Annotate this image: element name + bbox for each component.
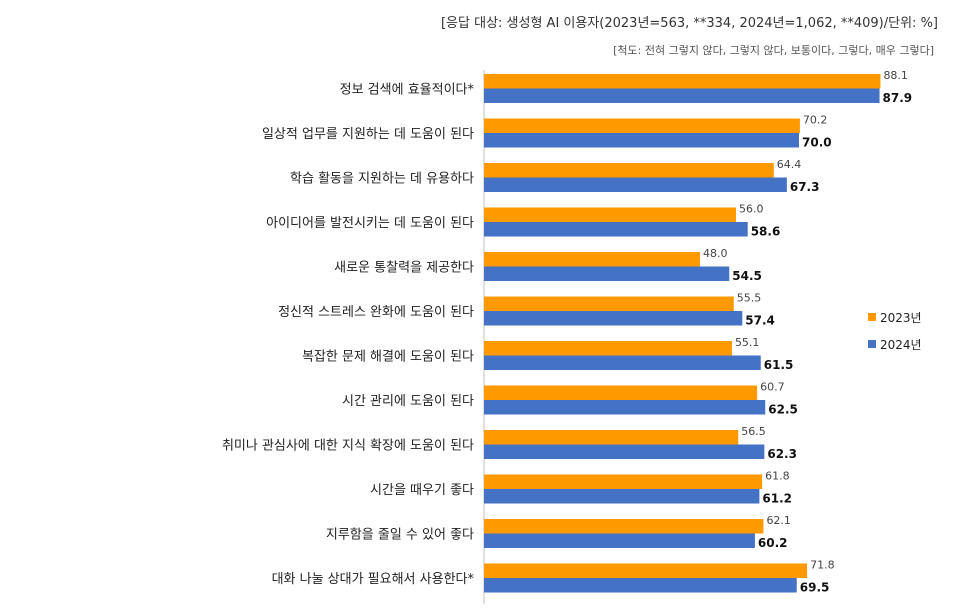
data-label-2023: 55.5: [737, 292, 762, 305]
data-label-2023: 60.7: [760, 381, 785, 394]
legend: 2023년 2024년: [868, 311, 922, 352]
bar-2024: [484, 177, 787, 192]
bar-2023: [484, 430, 739, 445]
bar-2023: [484, 163, 774, 178]
data-label-2024: 57.4: [745, 314, 775, 328]
bar-2024: [484, 489, 760, 504]
bar-2024: [484, 311, 743, 326]
bar-2024: [484, 88, 880, 103]
bar-2024: [484, 355, 761, 370]
category-label: 시간 관리에 도움이 된다: [342, 394, 474, 409]
data-label-2024: 62.5: [768, 403, 798, 417]
bar-2023: [484, 296, 734, 311]
data-label-2023: 61.8: [765, 470, 790, 483]
bar-2024: [484, 400, 766, 415]
data-label-2024: 58.6: [751, 225, 781, 239]
chart-note: [응답 대상: 생성형 AI 이용자(2023년=563, **334, 202…: [440, 16, 938, 31]
bar-2024: [484, 533, 755, 548]
bar-2023: [484, 207, 736, 222]
bar-2023: [484, 74, 881, 89]
category-label: 지루함을 줄일 수 있어 좋다: [326, 528, 474, 543]
data-label-2024: 67.3: [790, 180, 820, 194]
bar-2023: [484, 118, 800, 133]
data-label-2024: 62.3: [767, 447, 797, 461]
data-label-2024: 60.2: [758, 536, 788, 550]
bars-group: 정보 검색에 효율적이다* 88.1 87.9 일상적 업무를 지원하는 데 도움이 …: [222, 69, 912, 595]
chart-scale-note: [척도: 전혀 그렇지 않다, 그렇지 않다, 보통이다, 그렇다, 매우 그렇…: [613, 44, 934, 57]
data-label-2024: 70.0: [802, 136, 832, 150]
data-label-2024: 69.5: [800, 581, 830, 595]
data-label-2023: 62.1: [766, 514, 791, 527]
category-label: 시간을 때우기 좋다: [370, 483, 474, 498]
category-label: 복잡한 문제 해결에 도움이 된다: [302, 350, 474, 365]
data-label-2024: 54.5: [732, 269, 762, 283]
data-label-2023: 56.5: [741, 425, 766, 438]
data-label-2023: 64.4: [777, 158, 802, 171]
category-label: 아이디어를 발전시키는 데 도움이 된다: [266, 216, 474, 231]
legend-swatch: [868, 313, 876, 321]
data-label-2023: 88.1: [883, 69, 908, 82]
bar-2024: [484, 222, 748, 237]
category-label: 새로운 통찰력을 제공한다: [334, 261, 474, 276]
legend-label: 2024년: [880, 338, 922, 352]
bar-2023: [484, 519, 764, 534]
data-label-2024: 61.5: [764, 358, 794, 372]
data-label-2024: 61.2: [762, 492, 792, 506]
data-label-2023: 48.0: [703, 247, 728, 260]
data-label-2023: 71.8: [810, 559, 835, 572]
bar-2024: [484, 133, 799, 148]
legend-swatch: [868, 340, 876, 348]
category-label: 정신적 스트레스 완화에 도움이 된다: [278, 305, 474, 320]
data-label-2024: 87.9: [883, 91, 913, 105]
bar-2024: [484, 578, 797, 593]
category-label: 대화 나눌 상대가 필요해서 사용한다*: [272, 572, 475, 587]
category-label: 학습 활동을 지원하는 데 유용하다: [290, 172, 474, 187]
data-label-2023: 55.1: [735, 336, 760, 349]
bar-2023: [484, 474, 763, 489]
category-label: 정보 검색에 효율적이다*: [340, 83, 475, 98]
bar-2024: [484, 444, 765, 459]
data-label-2023: 70.2: [803, 114, 828, 127]
legend-label: 2023년: [880, 311, 922, 325]
bar-2024: [484, 266, 730, 281]
category-label: 취미나 관심사에 대한 지식 확장에 도움이 된다: [222, 439, 474, 454]
bar-2023: [484, 341, 732, 356]
bar-2023: [484, 563, 808, 578]
data-label-2023: 56.0: [739, 203, 764, 216]
category-label: 일상적 업무를 지원하는 데 도움이 된다: [262, 127, 474, 142]
bar-2023: [484, 252, 700, 267]
bar-2023: [484, 385, 758, 400]
